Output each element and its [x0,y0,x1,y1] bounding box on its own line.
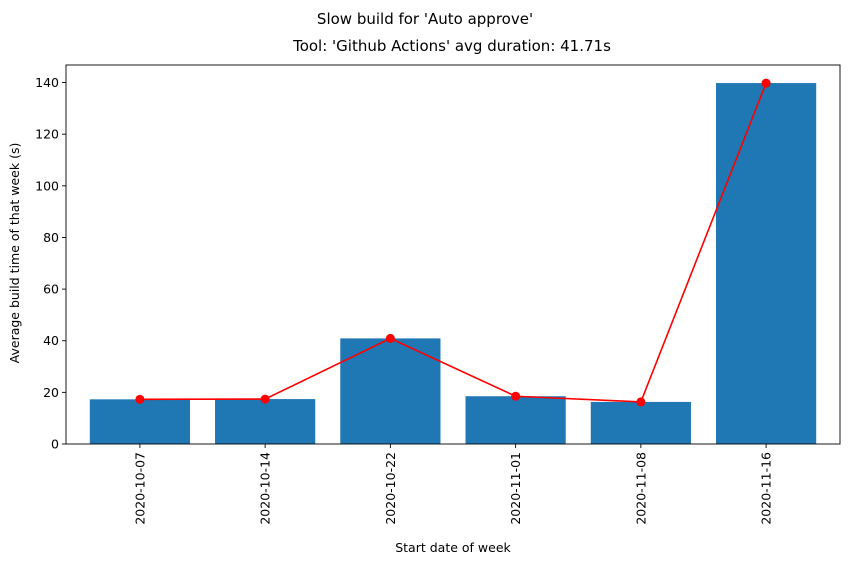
x-tick-label: 2020-11-08 [633,452,648,525]
chart-title: Tool: 'Github Actions' avg duration: 41.… [292,37,611,55]
y-tick-label: 140 [35,75,59,90]
trend-point-2020-10-07 [135,394,145,404]
bar-2020-10-14 [215,399,316,444]
trend-point-2020-10-14 [260,394,270,404]
y-tick-label: 0 [51,437,59,452]
x-tick-label: 2020-10-22 [383,452,398,525]
x-tick-label: 2020-10-07 [132,452,147,525]
trend-point-2020-11-01 [511,391,521,401]
chart-suptitle: Slow build for 'Auto approve' [317,10,533,28]
bar-2020-10-07 [89,399,190,444]
bar-2020-10-22 [340,338,441,444]
x-tick-label: 2020-11-16 [759,452,774,525]
plot-frame [65,64,841,445]
x-tick-label: 2020-11-01 [508,452,523,525]
x-tick-label: 2020-10-14 [258,452,273,525]
trend-point-2020-11-16 [761,78,771,88]
y-tick-label: 120 [35,127,59,142]
trend-point-2020-10-22 [385,333,395,343]
trend-point-2020-11-08 [636,397,646,407]
bar-2020-11-01 [465,396,566,444]
y-tick-label: 100 [35,178,59,193]
y-axis-label: Average build time of that week (s) [7,143,22,364]
bar-2020-11-16 [716,83,817,444]
y-tick-label: 60 [43,282,59,297]
y-tick-label: 80 [43,230,59,245]
bar-2020-11-08 [590,401,691,444]
y-tick-label: 40 [43,333,59,348]
x-axis-label: Start date of week [395,540,511,555]
plot-area: 0 20 40 60 80 100 120 140 2020-10-07 2020-10-14 20… [35,64,841,525]
y-tick-label: 20 [43,385,59,400]
trend-line [139,82,767,403]
